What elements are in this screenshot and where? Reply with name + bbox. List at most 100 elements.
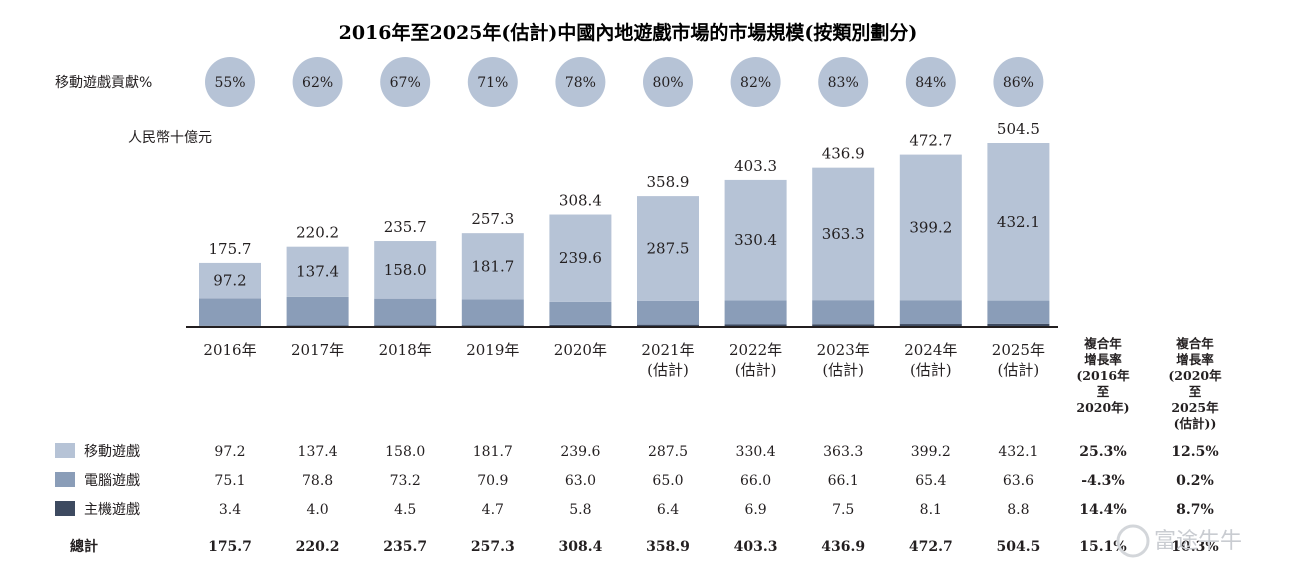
cagr-2016-2020-cell: 15.1% <box>1079 539 1126 555</box>
table-cell: 97.2 <box>214 444 245 460</box>
mobile-share-value: 78% <box>565 75 596 91</box>
unit-label: 人民幣十億元 <box>128 130 212 146</box>
table-cell: 403.3 <box>734 539 778 555</box>
table-cell: 78.8 <box>302 473 333 489</box>
mobile-share-bubble <box>467 57 518 107</box>
bar-total-label: 436.9 <box>822 145 865 163</box>
watermark-logo-icon <box>1116 524 1150 558</box>
table-cell: 220.2 <box>296 539 340 555</box>
cagr-header-2-line: 增長率 <box>1176 352 1214 367</box>
x-tick-label: (估計) <box>998 361 1040 379</box>
mobile-share-value: 55% <box>214 75 245 91</box>
bar-total-label: 175.7 <box>209 240 252 258</box>
x-axis-labels: 2016年 2017年 2018年 2019年 2020年 2021年 (估計) 2022年 (… <box>203 341 1045 379</box>
bar-pc <box>549 301 612 325</box>
bar-value-label: 363.3 <box>822 225 865 243</box>
table-cell: 8.1 <box>920 502 942 518</box>
cagr-header-2-line: 至 <box>1189 384 1202 399</box>
bar-value-label: 181.7 <box>471 257 514 275</box>
x-tick-label: 2024年 <box>904 341 957 359</box>
bar-pc <box>461 299 524 326</box>
mobile-share-bubbles: 55% 62% 67% 71% 78% 80% 82% 83% 84% 86% <box>205 57 1044 107</box>
table-cell: 472.7 <box>909 539 953 555</box>
table-cell: 399.2 <box>911 444 951 460</box>
table-cell: 358.9 <box>646 539 690 555</box>
mobile-share-value: 62% <box>302 75 333 91</box>
bar-value-label: 432.1 <box>997 213 1040 231</box>
bar-mobile <box>987 143 1050 301</box>
mobile-share-bubble <box>205 57 255 107</box>
table-cell: 66.1 <box>828 473 859 489</box>
mobile-share-value: 80% <box>652 75 683 91</box>
bar-value-label: 239.6 <box>559 249 602 267</box>
bar-pc <box>374 298 437 326</box>
cagr-2020-2025-cell: 10.3% <box>1171 539 1218 555</box>
cagr-header-1-line: 至 <box>1097 384 1110 399</box>
bar-console <box>724 324 787 327</box>
mobile-share-bubble <box>380 57 431 107</box>
cagr-2020-2025-cell: 0.2% <box>1176 473 1214 489</box>
table-cell: 257.3 <box>471 539 515 555</box>
legend-swatch-pc <box>55 472 75 487</box>
table-cell: 432.1 <box>998 444 1038 460</box>
table-cell: 181.7 <box>473 444 513 460</box>
mobile-share-bubble <box>993 57 1044 107</box>
mobile-share-value: 67% <box>390 75 421 91</box>
bar-mobile <box>374 241 437 299</box>
bar-value-label: 399.2 <box>909 218 952 236</box>
bar-console <box>812 324 875 327</box>
x-tick-label: 2023年 <box>817 341 870 359</box>
mobile-share-value: 84% <box>915 75 946 91</box>
bar-console <box>549 324 612 327</box>
table-cell: 137.4 <box>298 444 338 460</box>
bar-pc <box>199 298 261 326</box>
table-cell: 158.0 <box>385 444 425 460</box>
table-cell: 70.9 <box>477 473 508 489</box>
table-cell: 504.5 <box>996 539 1040 555</box>
bar-value-label: 158.0 <box>384 261 427 279</box>
cagr-header-1-line: 2020年) <box>1076 400 1129 415</box>
cagr-header-1-line: 增長率 <box>1084 352 1122 367</box>
cagr-header-2-line: 複合年 <box>1175 336 1214 351</box>
bar-mobile <box>461 233 524 300</box>
bar-mobile <box>899 154 962 301</box>
mobile-share-value: 86% <box>1003 75 1034 91</box>
table-cell: 5.8 <box>569 502 591 518</box>
bar-total-label: 403.3 <box>734 157 777 175</box>
mobile-share-label: 移動遊戲貢獻% <box>55 75 152 91</box>
cagr-2016-2020-cell: 25.3% <box>1079 444 1126 460</box>
bar-total-label: 235.7 <box>384 218 427 236</box>
table-cell: 65.4 <box>915 473 946 489</box>
table-cell: 308.4 <box>558 539 602 555</box>
table-cell: 65.0 <box>652 473 683 489</box>
bar-mobile <box>724 179 787 301</box>
watermark: 富途牛牛 <box>1116 524 1242 558</box>
table-cell: 66.0 <box>740 473 771 489</box>
x-tick-label: 2018年 <box>379 341 432 359</box>
table-cell: 4.7 <box>482 502 504 518</box>
cagr-2020-2025-cell: 12.5% <box>1171 444 1218 460</box>
bar-console <box>899 324 962 327</box>
x-tick-label: (估計) <box>647 361 689 379</box>
mobile-share-value: 71% <box>477 75 508 91</box>
table-cell: 4.0 <box>306 502 328 518</box>
cagr-header-2-line: 2025年 <box>1171 400 1219 415</box>
bar-total-label: 504.5 <box>997 120 1040 138</box>
cagr-header-1-line: 複合年 <box>1083 336 1122 351</box>
chart-title: 2016年至2025年(估計)中國內地遊戲市場的市場規模(按類別劃分) <box>339 21 918 44</box>
bar-mobile <box>637 196 699 301</box>
data-table: 移動遊戲 97.2 137.4 158.0 181.7 239.6 287.5 330.4 36… <box>55 443 1219 555</box>
cagr-2020-2025-cell: 8.7% <box>1176 502 1214 518</box>
legend-label: 主機遊戲 <box>84 502 140 518</box>
cagr-header-1-line: (2016年 <box>1076 368 1130 383</box>
mobile-share-bubble <box>555 57 606 107</box>
table-cell: 8.8 <box>1007 502 1029 518</box>
x-tick-label: 2025年 <box>992 341 1045 359</box>
x-tick-label: 2020年 <box>554 341 607 359</box>
table-cell: 75.1 <box>214 473 245 489</box>
mobile-share-bubble <box>292 57 343 107</box>
cagr-2016-2020-cell: -4.3% <box>1081 473 1124 489</box>
table-cell: 3.4 <box>219 502 241 518</box>
bar-total-label: 220.2 <box>296 224 339 242</box>
